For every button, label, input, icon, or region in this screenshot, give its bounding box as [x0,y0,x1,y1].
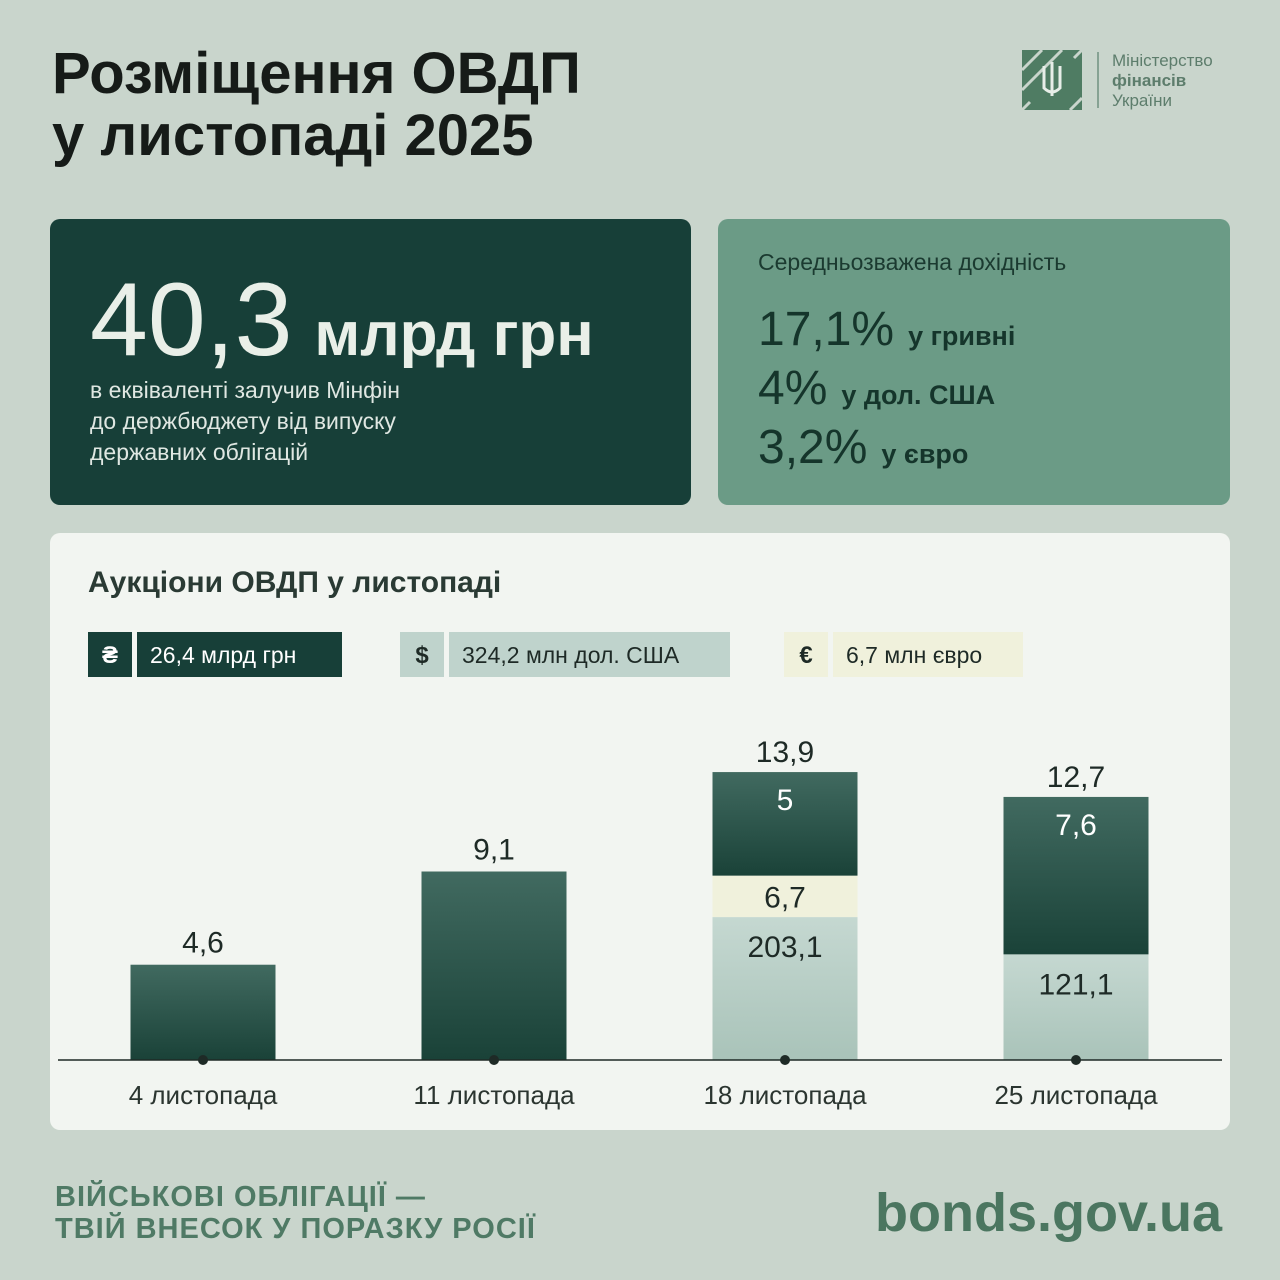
legend-symbol: $ [415,642,429,669]
summary-card [50,219,691,505]
tick-dot [780,1055,790,1065]
yield-value: 17,1% [758,303,894,356]
yields-title: Середньозважена дохідність [758,249,1066,275]
yield-value: 4% [758,362,827,415]
logo-stripes [1020,48,1084,112]
tick-dot [1071,1055,1081,1065]
x-tick-label: 25 листопада [994,1080,1158,1110]
title-line: Розміщення ОВДП [52,41,581,106]
slogan: ТВІЙ ВНЕСОК У ПОРАЗКУ РОСІЇ [55,1211,536,1245]
yield-item: 17,1% у гривні [758,303,1015,356]
slogan: ВІЙСЬКОВІ ОБЛІГАЦІЇ — [55,1179,426,1213]
logo-text: Міністерство [1112,51,1213,70]
yields-list: 17,1% у гривні 4% у дол. США 3,2% у євро [758,303,1015,474]
amount: 40,3 [90,262,292,378]
summary-text: в еквіваленті залучив Мінфін [90,377,400,403]
total-label: 12,7 [1047,761,1105,794]
data-label: 203,1 [747,931,822,964]
yields-card [718,219,1230,505]
yield-label: у євро [881,439,968,469]
legend-symbol: € [799,642,812,669]
legend-name: 6,7 млн євро [846,642,982,668]
bar-segment [130,964,276,1060]
logo-text: України [1112,91,1172,110]
legend-name: 324,2 млн дол. США [462,642,680,668]
tick-dot [198,1055,208,1065]
data-label: 121,1 [1038,968,1113,1001]
data-label: 4,6 [182,927,224,960]
bar-segment [1003,796,1149,955]
site: bonds.gov.ua [875,1183,1223,1243]
data-label: 5 [777,784,794,817]
chart: ₴ 26,4 млрд грн $324,2 млн дол. США €6,7 мл… [58,632,1222,1110]
chart-title: Аукціони ОВДП у листопаді [88,566,501,599]
chart-card [50,533,1230,1130]
summary-amount: 40,3 млрд грн [90,262,594,378]
x-tick-label: 11 листопада [413,1080,575,1110]
tick-dot [489,1055,499,1065]
legend-name: 26,4 млрд грн [150,642,296,668]
yield-item: 4% у дол. США [758,362,995,415]
title-line: у листопаді 2025 [52,103,534,168]
data-label: 9,1 [473,834,515,867]
legend-symbol-box [88,632,132,677]
yield-label: у гривні [908,321,1015,351]
logo-trident [1042,62,1062,96]
x-tick-label: 4 листопада [129,1080,278,1110]
bar-segment [1003,954,1149,1060]
legend-name-box [833,632,1023,677]
total-label: 13,9 [756,736,814,769]
legend-symbol-box [784,632,828,677]
summary-text: державних облігацій [90,439,308,465]
bar-segment [712,917,858,1060]
yield-value: 3,2% [758,421,867,474]
yield-item: 3,2% у євро [758,421,968,474]
x-tick-label: 18 листопада [703,1080,867,1110]
legend-symbol-box [400,632,444,677]
logo: Міністерство фінансів України [1020,48,1213,112]
data-label: 7,6 [1055,809,1097,842]
bar-segment [421,871,567,1060]
summary-text: до держбюджету від випуску [90,408,396,434]
bar-segment [712,772,858,876]
legend-name-box [449,632,730,677]
logo-text: фінансів [1112,71,1186,90]
bar-segment [712,875,858,918]
legend-name-box [137,632,342,677]
legend-symbol: ₴ [102,642,118,669]
amount-unit: млрд грн [314,300,593,369]
data-label: 6,7 [764,881,806,914]
yield-label: у дол. США [841,380,995,410]
